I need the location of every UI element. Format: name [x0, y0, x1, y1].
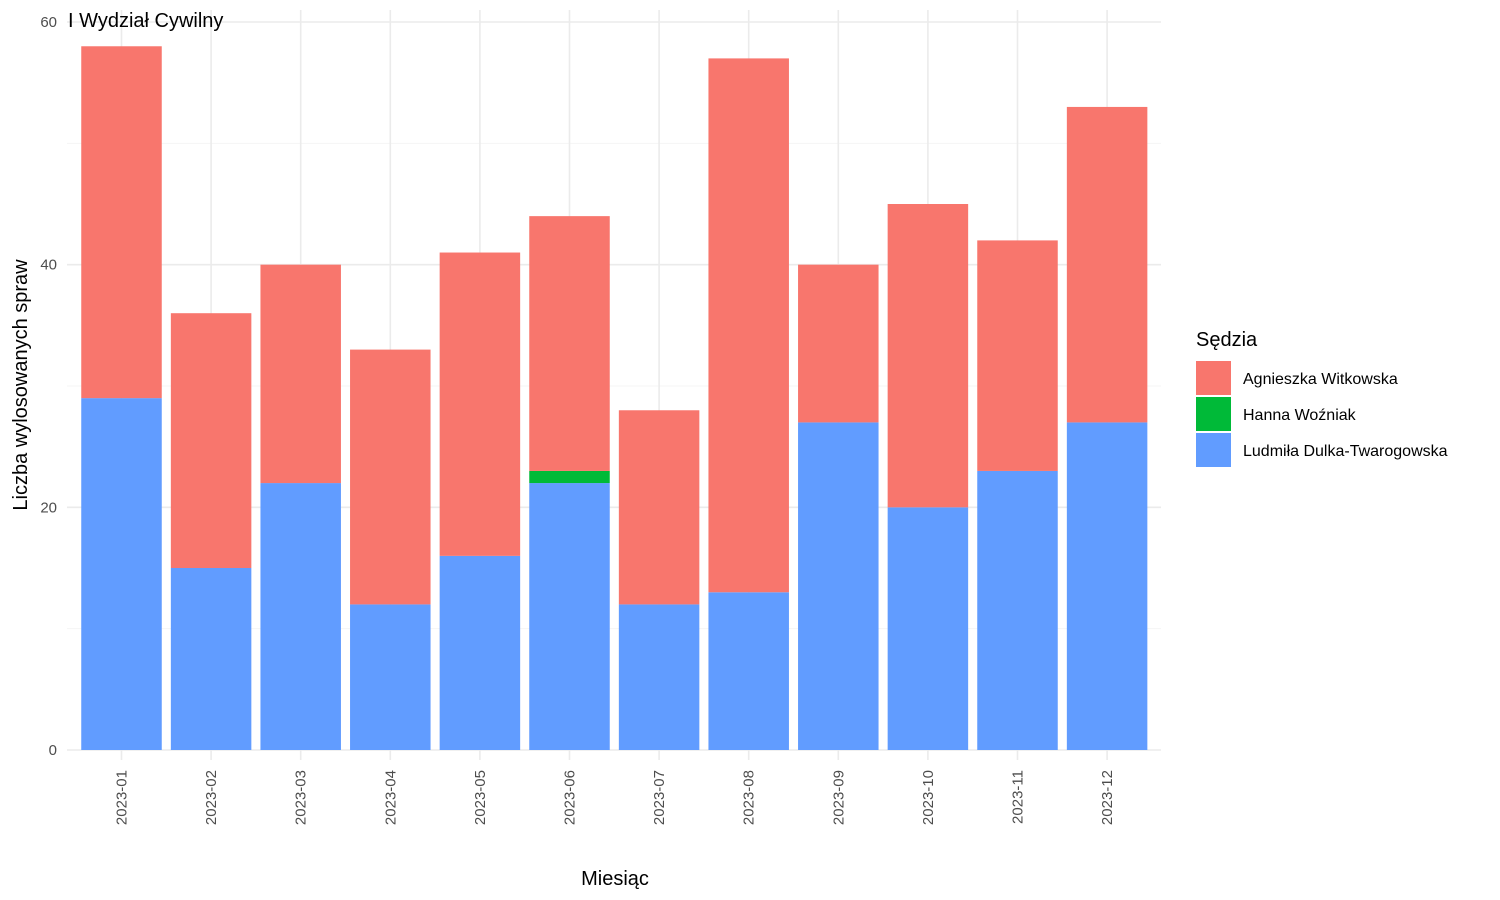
legend-label: Hanna Woźniak [1243, 407, 1357, 424]
bar-segment [81, 398, 162, 750]
x-axis-title: Miesiąc [581, 868, 649, 890]
legend: Sędzia Agnieszka Witkowska Hanna Woźniak L… [1196, 329, 1448, 467]
bar-segment [529, 470, 610, 484]
y-tick-label: 20 [40, 499, 57, 516]
bar-segment [81, 46, 162, 399]
bar-segment [618, 410, 700, 605]
x-axis-ticks: 2023-01 2023-02 2023-03 2023-04 2023-05 2023-… [114, 770, 1117, 825]
legend-swatch [1196, 397, 1231, 431]
x-tick-label: 2023-08 [741, 770, 758, 825]
x-tick-label: 2023-01 [114, 770, 131, 825]
y-axis-ticks: 0 20 40 60 [40, 14, 57, 759]
legend-label: Ludmiła Dulka-Twarogowska [1243, 443, 1448, 460]
bars [81, 46, 1148, 750]
bar-segment [260, 483, 341, 750]
bar-segment [708, 58, 789, 593]
y-tick-label: 40 [40, 257, 57, 274]
bar-segment [439, 555, 521, 750]
bar-segment [798, 422, 879, 750]
x-tick-label: 2023-10 [920, 770, 937, 825]
x-tick-label: 2023-04 [382, 770, 399, 825]
bar-segment [887, 204, 969, 508]
legend-label: Agnieszka Witkowska [1243, 371, 1398, 388]
bar-segment [529, 483, 610, 750]
bar-segment [170, 313, 252, 568]
bar-segment [887, 507, 969, 750]
x-tick-label: 2023-03 [293, 770, 310, 825]
x-tick-label: 2023-09 [830, 770, 847, 825]
bar-segment [1066, 422, 1148, 750]
bar-segment [260, 264, 341, 484]
x-tick-label: 2023-12 [1099, 770, 1116, 825]
y-tick-label: 60 [40, 14, 57, 31]
x-tick-label: 2023-05 [472, 770, 489, 825]
bar-segment [350, 349, 431, 605]
bar-segment [350, 604, 431, 750]
bar-segment [529, 216, 610, 471]
bar-segment [798, 264, 879, 423]
bar-segment [977, 240, 1058, 471]
y-axis-title: Liczba wylosowanych spraw [10, 259, 32, 511]
bar-segment [1066, 106, 1148, 423]
legend-swatch [1196, 433, 1231, 467]
x-tick-label: 2023-06 [562, 770, 579, 825]
bar-segment [439, 252, 521, 556]
bar-segment [708, 592, 789, 750]
x-tick-label: 2023-07 [651, 770, 668, 825]
x-tick-label: 2023-11 [1010, 770, 1027, 824]
legend-swatch [1196, 361, 1231, 395]
chart-title: I Wydział Cywilny [68, 10, 223, 32]
bar-segment [977, 470, 1058, 750]
legend-title: Sędzia [1196, 329, 1258, 351]
bar-segment [170, 568, 252, 750]
y-tick-label: 0 [49, 742, 57, 759]
bar-segment [618, 604, 700, 750]
x-tick-label: 2023-02 [203, 770, 220, 825]
